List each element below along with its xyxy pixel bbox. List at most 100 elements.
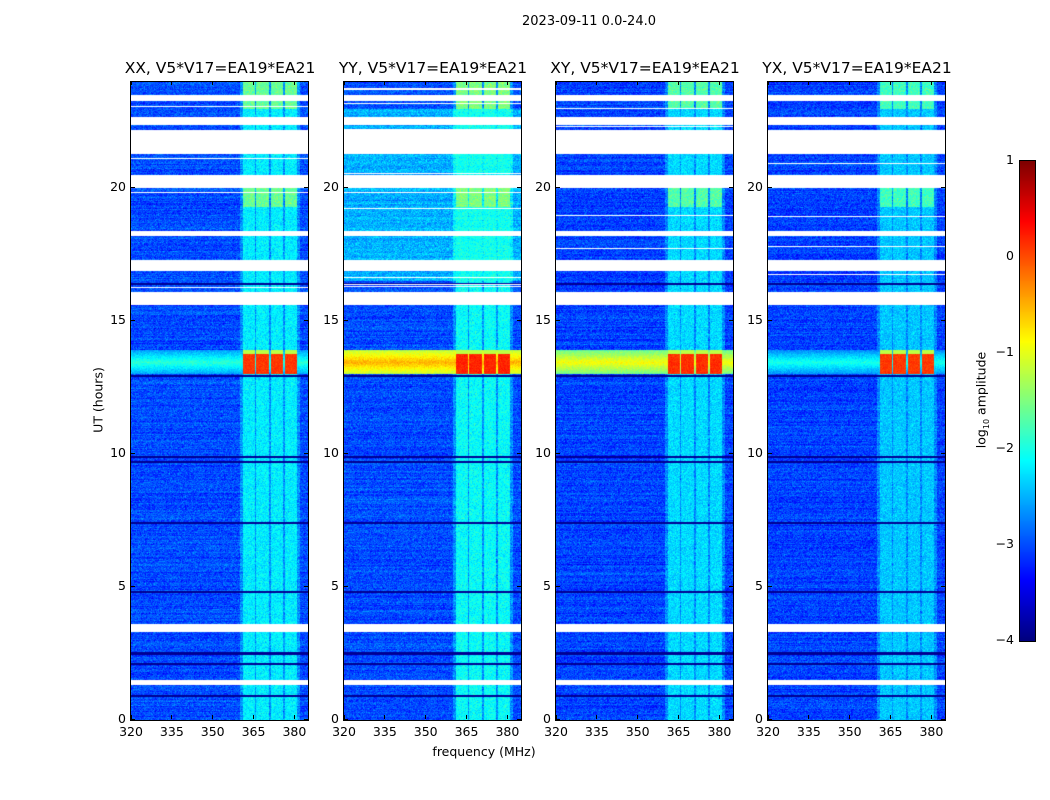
x-tick-label: 380: [919, 724, 944, 739]
y-tick-mark: [344, 186, 348, 188]
x-tick-label: 335: [159, 724, 184, 739]
y-tick-label: 0: [331, 711, 339, 726]
x-tick-mark: [506, 715, 508, 719]
x-tick-mark: [253, 81, 255, 85]
y-tick-label: 20: [110, 179, 126, 195]
y-tick-mark: [941, 319, 945, 321]
x-tick-label: 335: [796, 724, 821, 739]
y-tick-mark: [344, 718, 348, 720]
x-tick-label: 320: [544, 724, 568, 739]
y-tick-mark: [131, 186, 135, 188]
heatmap-image: [344, 82, 521, 720]
panel-title: XX, V5*V17=EA19*EA21: [124, 59, 316, 77]
x-tick-label: 320: [332, 724, 356, 739]
x-tick-mark: [767, 81, 769, 85]
y-tick-label: 20: [323, 179, 339, 195]
x-tick-mark: [555, 81, 557, 85]
y-tick-mark: [517, 718, 521, 720]
y-tick-label: 5: [118, 578, 126, 594]
y-tick-mark: [517, 585, 521, 587]
x-tick-label: 320: [119, 724, 143, 739]
y-tick-label: 5: [543, 578, 551, 594]
x-tick-label: 380: [495, 724, 520, 739]
y-tick-mark: [517, 452, 521, 454]
y-tick-label: 15: [535, 312, 551, 328]
x-tick-mark: [890, 715, 892, 719]
heatmap-panel: [343, 81, 522, 721]
y-tick-mark: [729, 186, 733, 188]
x-tick-label: 320: [756, 724, 780, 739]
y-tick-mark: [941, 718, 945, 720]
x-tick-mark: [425, 81, 427, 85]
x-tick-mark: [466, 715, 468, 719]
x-tick-label: 380: [707, 724, 732, 739]
y-tick-label: 5: [331, 578, 339, 594]
x-tick-mark: [171, 81, 173, 85]
y-tick-label: 10: [110, 445, 126, 461]
y-tick-mark: [768, 585, 772, 587]
y-tick-mark: [729, 319, 733, 321]
y-tick-mark: [941, 585, 945, 587]
y-tick-mark: [344, 319, 348, 321]
y-tick-label: 0: [118, 711, 126, 726]
y-tick-label: 15: [747, 312, 763, 328]
y-tick-mark: [131, 718, 135, 720]
y-tick-mark: [556, 319, 560, 321]
y-tick-label: 20: [747, 179, 763, 195]
heatmap-panel: [130, 81, 309, 721]
y-tick-mark: [768, 186, 772, 188]
heatmap-image: [556, 82, 733, 720]
colorbar-tick-label: −3: [995, 536, 1014, 551]
x-tick-label: 365: [454, 724, 479, 739]
y-tick-mark: [556, 452, 560, 454]
x-tick-mark: [678, 81, 680, 85]
x-tick-mark: [384, 81, 386, 85]
x-tick-mark: [767, 715, 769, 719]
y-tick-label: 15: [323, 312, 339, 328]
y-tick-label: 15: [110, 312, 126, 328]
x-tick-label: 335: [584, 724, 609, 739]
y-tick-label: 10: [747, 445, 763, 461]
colorbar-tick-label: −1: [995, 344, 1014, 359]
colorbar-gradient: [1020, 161, 1035, 641]
x-tick-label: 335: [372, 724, 397, 739]
figure-title: 2023-09-11 0.0-24.0: [522, 14, 656, 29]
x-tick-mark: [678, 715, 680, 719]
x-tick-mark: [506, 81, 508, 85]
x-tick-mark: [130, 81, 132, 85]
x-tick-mark: [343, 81, 345, 85]
y-tick-mark: [768, 319, 772, 321]
colorbar-tick-label: 1: [1006, 152, 1014, 167]
x-tick-mark: [555, 715, 557, 719]
x-tick-mark: [808, 81, 810, 85]
x-tick-mark: [466, 81, 468, 85]
x-tick-mark: [849, 715, 851, 719]
x-tick-mark: [808, 715, 810, 719]
heatmap-image: [131, 82, 308, 720]
heatmap-panel: [767, 81, 946, 721]
y-tick-label: 5: [755, 578, 763, 594]
x-tick-label: 380: [282, 724, 307, 739]
x-tick-mark: [890, 81, 892, 85]
y-tick-mark: [729, 718, 733, 720]
colorbar: [1019, 160, 1036, 642]
y-axis-label: UT (hours): [90, 367, 106, 433]
panel-title: XY, V5*V17=EA19*EA21: [550, 59, 740, 77]
heatmap-image: [768, 82, 945, 720]
y-tick-label: 0: [543, 711, 551, 726]
x-tick-mark: [930, 715, 932, 719]
x-tick-mark: [384, 715, 386, 719]
x-tick-mark: [171, 715, 173, 719]
x-tick-mark: [596, 715, 598, 719]
x-tick-mark: [253, 715, 255, 719]
x-tick-label: 350: [200, 724, 225, 739]
y-tick-mark: [304, 585, 308, 587]
colorbar-tick-label: −4: [995, 632, 1014, 647]
x-tick-mark: [293, 81, 295, 85]
x-tick-label: 350: [625, 724, 650, 739]
x-tick-mark: [718, 81, 720, 85]
y-tick-mark: [556, 186, 560, 188]
x-tick-mark: [849, 81, 851, 85]
x-tick-mark: [293, 715, 295, 719]
